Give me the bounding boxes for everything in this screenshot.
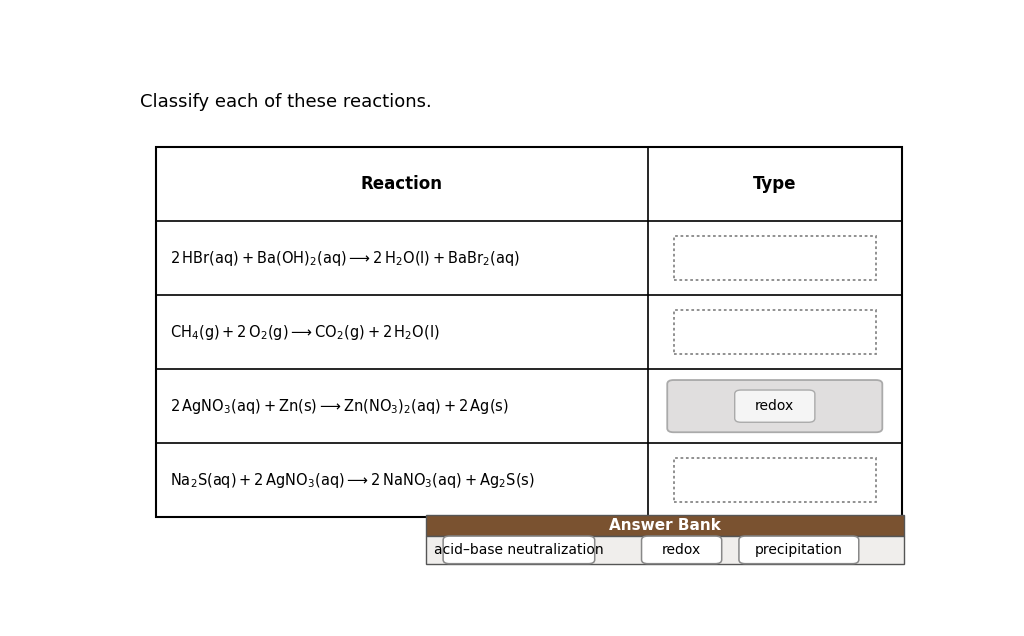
FancyBboxPatch shape [674,236,876,280]
Text: $\mathrm{CH_4(g) + 2\,O_2(g) \longrightarrow CO_2(g) + 2\,H_2O(l)}$: $\mathrm{CH_4(g) + 2\,O_2(g) \longrighta… [170,322,439,342]
FancyBboxPatch shape [674,458,876,502]
Text: $\mathrm{2\,AgNO_3(aq) + Zn(s) \longrightarrow Zn(NO_3)_2(aq) + 2\,Ag(s)}$: $\mathrm{2\,AgNO_3(aq) + Zn(s) \longrigh… [170,397,509,416]
Text: Classify each of these reactions.: Classify each of these reactions. [140,93,432,111]
Text: Reaction: Reaction [360,176,442,193]
Text: $\mathrm{Na_2S(aq) + 2\,AgNO_3(aq) \longrightarrow 2\,NaNO_3(aq) + Ag_2S(s)}$: $\mathrm{Na_2S(aq) + 2\,AgNO_3(aq) \long… [170,471,535,490]
Text: redox: redox [755,399,795,413]
FancyBboxPatch shape [739,536,859,563]
Text: $2\,\mathrm{HBr(aq) + Ba(OH)_2(aq) \longrightarrow 2\,H_2O(l) + BaBr_2(aq)}$: $2\,\mathrm{HBr(aq) + Ba(OH)_2(aq) \long… [170,249,520,268]
Bar [426,536,904,563]
FancyBboxPatch shape [443,536,595,563]
Bar [426,515,904,536]
Text: precipitation: precipitation [755,543,843,557]
Text: redox: redox [662,543,701,557]
Text: Type: Type [753,176,797,193]
FancyBboxPatch shape [734,390,815,422]
Text: Answer Bank: Answer Bank [609,518,721,533]
FancyBboxPatch shape [668,380,883,432]
Bar [156,148,902,517]
FancyBboxPatch shape [642,536,722,563]
Text: acid–base neutralization: acid–base neutralization [434,543,604,557]
FancyBboxPatch shape [674,310,876,354]
